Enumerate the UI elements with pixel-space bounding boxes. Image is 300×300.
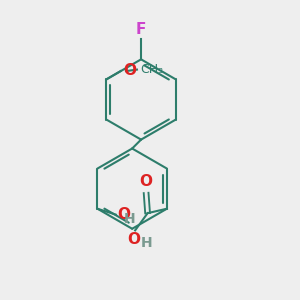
Text: H: H <box>140 236 152 250</box>
Text: O: O <box>117 207 130 222</box>
Text: H: H <box>124 212 136 226</box>
Text: F: F <box>136 22 146 37</box>
Text: O: O <box>140 174 153 189</box>
Text: O: O <box>123 63 136 78</box>
Text: CH₃: CH₃ <box>140 63 163 76</box>
Text: O: O <box>127 232 140 247</box>
